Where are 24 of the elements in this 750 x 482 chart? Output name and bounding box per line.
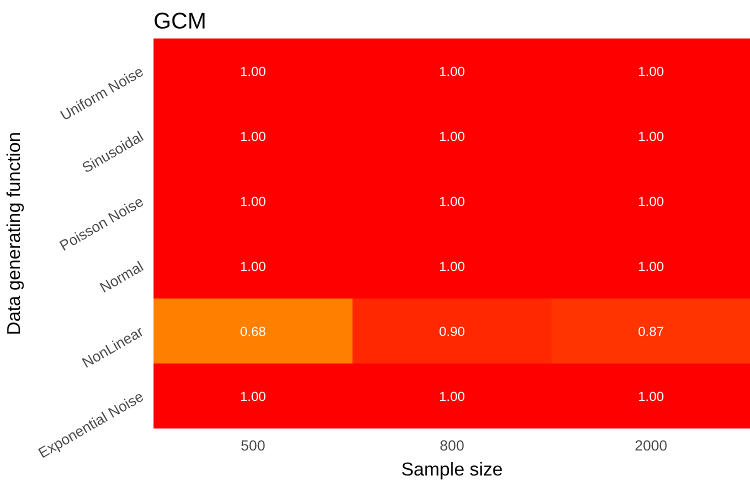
y-axis-title: Data generating function [3,132,24,336]
data-label: 1.00 [439,129,465,144]
data-label: 1.00 [439,259,465,274]
data-label: 1.00 [638,129,664,144]
data-label: 1.00 [638,64,664,79]
data-label: 1.00 [439,64,465,79]
x-axis-title: Sample size [401,458,503,480]
x-tick-label: 2000 [634,438,668,454]
x-tick-label: 800 [440,438,464,454]
data-label: 1.00 [439,389,465,404]
data-label: 0.87 [638,324,664,339]
data-label: 0.68 [240,324,266,339]
data-label: 1.00 [240,129,266,144]
data-label: 1.00 [240,389,266,404]
data-label: 1.00 [638,389,664,404]
data-label: 1.00 [638,194,664,209]
chart-title: GCM [154,8,206,34]
data-label: 1.00 [439,194,465,209]
data-label: 1.00 [638,259,664,274]
data-label: 0.90 [439,324,465,339]
x-tick-label: 500 [240,438,266,454]
data-label: 1.00 [240,194,266,209]
data-label: 1.00 [240,64,266,79]
data-label: 1.00 [240,259,266,274]
